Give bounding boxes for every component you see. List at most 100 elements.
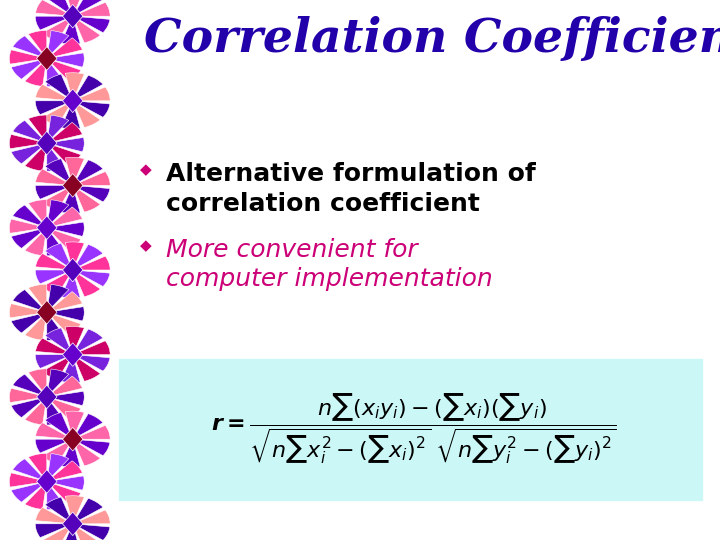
Wedge shape — [28, 369, 47, 397]
Wedge shape — [35, 169, 73, 185]
Wedge shape — [47, 376, 82, 397]
Wedge shape — [47, 138, 84, 152]
Wedge shape — [73, 75, 103, 101]
Wedge shape — [28, 30, 47, 58]
Wedge shape — [61, 355, 80, 383]
Wedge shape — [73, 524, 110, 540]
Wedge shape — [61, 101, 80, 129]
Wedge shape — [35, 270, 73, 284]
Wedge shape — [73, 355, 110, 371]
Wedge shape — [47, 38, 82, 58]
Wedge shape — [45, 497, 73, 524]
Wedge shape — [42, 439, 73, 465]
Wedge shape — [73, 414, 103, 439]
Wedge shape — [47, 482, 66, 510]
Text: ◆: ◆ — [140, 163, 152, 178]
Wedge shape — [47, 312, 81, 335]
Polygon shape — [63, 512, 83, 536]
Text: computer implementation: computer implementation — [166, 267, 492, 291]
Wedge shape — [35, 0, 73, 16]
Wedge shape — [73, 341, 110, 355]
Polygon shape — [37, 131, 57, 155]
Wedge shape — [47, 123, 82, 143]
Wedge shape — [13, 36, 47, 58]
Wedge shape — [61, 16, 80, 44]
Wedge shape — [12, 312, 47, 333]
Wedge shape — [13, 374, 47, 397]
Wedge shape — [73, 16, 110, 33]
Wedge shape — [47, 292, 82, 312]
Wedge shape — [73, 0, 103, 16]
Wedge shape — [47, 222, 84, 237]
Wedge shape — [45, 413, 73, 439]
Wedge shape — [35, 507, 73, 524]
Wedge shape — [9, 303, 47, 318]
Wedge shape — [24, 312, 47, 340]
Wedge shape — [9, 388, 47, 402]
Wedge shape — [61, 524, 80, 540]
Wedge shape — [35, 423, 73, 439]
Wedge shape — [73, 101, 100, 127]
Wedge shape — [47, 307, 84, 321]
Wedge shape — [66, 0, 84, 16]
Wedge shape — [35, 338, 73, 355]
Wedge shape — [47, 58, 66, 86]
Wedge shape — [35, 253, 73, 270]
Polygon shape — [63, 427, 83, 451]
Wedge shape — [45, 328, 73, 355]
Wedge shape — [73, 355, 100, 381]
Polygon shape — [63, 258, 83, 282]
Wedge shape — [47, 228, 66, 256]
Wedge shape — [73, 87, 110, 101]
Wedge shape — [13, 289, 47, 312]
Wedge shape — [28, 284, 47, 312]
Wedge shape — [47, 476, 84, 490]
Wedge shape — [13, 120, 47, 143]
Wedge shape — [47, 143, 81, 166]
Text: correlation coefficient: correlation coefficient — [166, 192, 480, 215]
Text: More convenient for: More convenient for — [166, 238, 417, 261]
Wedge shape — [47, 454, 69, 482]
Wedge shape — [66, 157, 84, 185]
Wedge shape — [12, 482, 47, 502]
Wedge shape — [45, 74, 73, 101]
Wedge shape — [73, 16, 100, 43]
Wedge shape — [73, 185, 110, 202]
Wedge shape — [42, 185, 73, 211]
Wedge shape — [73, 439, 110, 456]
Polygon shape — [63, 343, 83, 367]
Wedge shape — [47, 397, 81, 420]
Wedge shape — [47, 397, 66, 425]
Wedge shape — [73, 172, 110, 185]
Wedge shape — [66, 496, 84, 524]
Wedge shape — [12, 228, 47, 248]
Wedge shape — [73, 101, 110, 117]
Wedge shape — [35, 185, 73, 199]
Wedge shape — [66, 73, 84, 101]
Wedge shape — [73, 510, 110, 524]
Wedge shape — [47, 53, 84, 67]
Wedge shape — [66, 327, 84, 355]
Polygon shape — [37, 216, 57, 240]
Polygon shape — [63, 89, 83, 113]
Wedge shape — [47, 207, 82, 228]
Wedge shape — [61, 185, 80, 213]
Wedge shape — [73, 329, 103, 355]
Wedge shape — [24, 397, 47, 425]
Wedge shape — [9, 473, 47, 487]
FancyBboxPatch shape — [119, 359, 702, 500]
Polygon shape — [37, 385, 57, 409]
Wedge shape — [42, 270, 73, 295]
Wedge shape — [35, 439, 73, 453]
Wedge shape — [47, 285, 69, 312]
Wedge shape — [73, 160, 103, 185]
Text: $\boldsymbol{r = \dfrac{n\sum(x_i y_i) - (\sum x_i)(\sum y_i)}{\sqrt{n\sum x_i^2: $\boldsymbol{r = \dfrac{n\sum(x_i y_i) -… — [211, 392, 617, 467]
Text: Alternative formulation of: Alternative formulation of — [166, 162, 536, 186]
Wedge shape — [13, 459, 47, 482]
Wedge shape — [9, 134, 47, 149]
Wedge shape — [47, 461, 82, 482]
Polygon shape — [63, 173, 83, 197]
Wedge shape — [47, 31, 69, 58]
Wedge shape — [73, 426, 110, 439]
Wedge shape — [73, 245, 103, 270]
